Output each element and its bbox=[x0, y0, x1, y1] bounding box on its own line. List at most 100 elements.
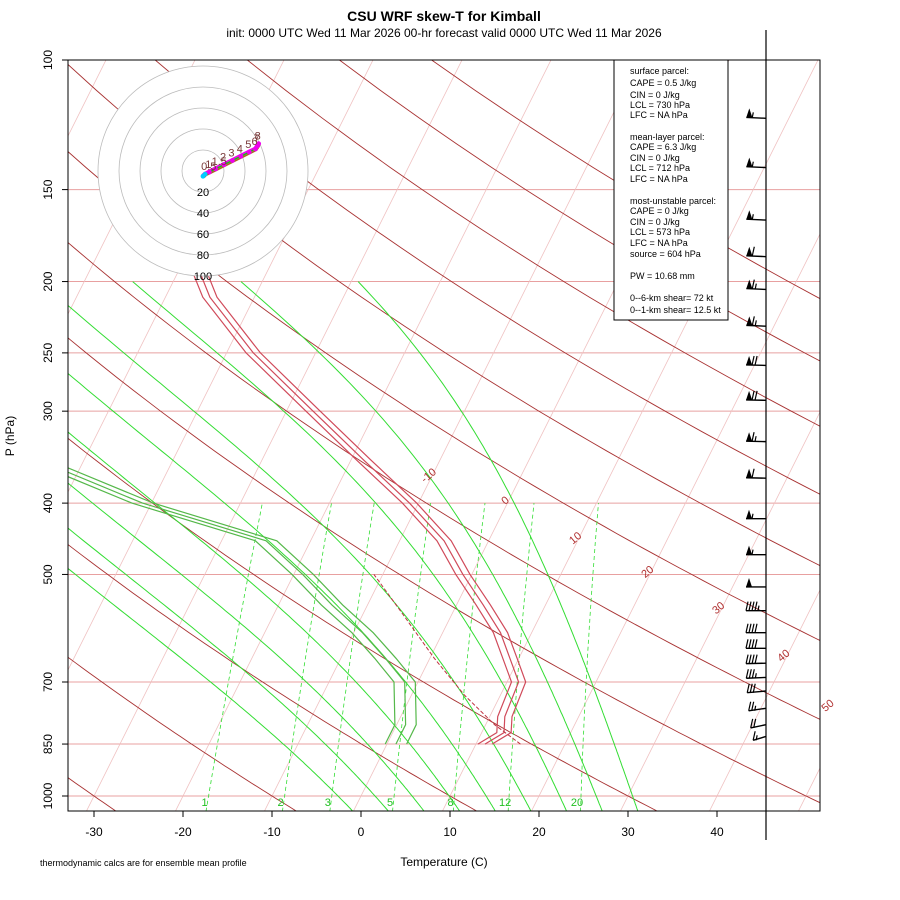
isotherm-line bbox=[175, 60, 552, 811]
isotherm-label: 50 bbox=[820, 697, 837, 714]
precipitable-water: PW = 10.68 mm bbox=[630, 271, 695, 281]
moist-adiabat bbox=[68, 482, 425, 811]
hodograph-ring-label: 20 bbox=[197, 187, 209, 199]
barb-shaft bbox=[746, 324, 767, 327]
barb-half-flag bbox=[754, 283, 757, 289]
hodograph-level-label: 6 bbox=[252, 136, 258, 148]
hodograph-level-label: 2 bbox=[220, 152, 226, 164]
dry-adiabat bbox=[68, 150, 820, 642]
x-tick-label: 20 bbox=[532, 825, 546, 839]
hodograph-level-label: 0.5 bbox=[201, 161, 216, 173]
x-tick-label: -30 bbox=[85, 825, 103, 839]
dry-adiabat bbox=[154, 60, 820, 495]
barb-flag bbox=[749, 683, 753, 693]
mixing-ratio-line bbox=[329, 503, 375, 811]
y-tick-label: 150 bbox=[41, 179, 55, 199]
barb-flag bbox=[751, 390, 755, 401]
barb-flag bbox=[745, 623, 749, 633]
hodograph-point bbox=[230, 158, 235, 163]
wind-barb-column bbox=[745, 30, 767, 840]
x-tick-label: 30 bbox=[621, 825, 635, 839]
moist-adiabat bbox=[68, 527, 389, 811]
barb-half-flag bbox=[754, 673, 757, 679]
barb-pennant bbox=[746, 157, 753, 167]
barb-flag bbox=[751, 355, 755, 366]
barb-flag bbox=[750, 718, 754, 729]
isotherm-line bbox=[86, 60, 463, 811]
wind-barb bbox=[745, 623, 766, 634]
wind-barb bbox=[746, 577, 766, 588]
wind-barb bbox=[746, 157, 767, 169]
barb-flag bbox=[748, 601, 752, 611]
barb-flag bbox=[745, 639, 749, 649]
hodograph-point bbox=[256, 141, 262, 147]
wind-barb bbox=[746, 316, 767, 327]
isotherm-line bbox=[531, 233, 820, 811]
dry-adiabat bbox=[68, 437, 658, 811]
barb-flag bbox=[754, 639, 758, 649]
mu-cin: CIN = 0 J/kg bbox=[630, 217, 680, 227]
mu-parcel-header: most-unstable parcel: bbox=[630, 196, 716, 206]
barb-pennant bbox=[746, 108, 753, 118]
wind-barb bbox=[752, 731, 767, 741]
y-tick-label: 850 bbox=[41, 734, 55, 754]
isotherm-line bbox=[68, 60, 374, 671]
barb-pennant bbox=[746, 577, 752, 587]
wind-barb bbox=[746, 545, 766, 556]
y-axis-label: P (hPa) bbox=[3, 416, 17, 456]
surface-lfc: LFC = NA hPa bbox=[630, 110, 688, 120]
mixing-ratio-label: 20 bbox=[571, 797, 583, 809]
isotherm-line bbox=[798, 767, 820, 811]
hodograph: 20 40 60 80 100 0.51 1.52 3 4 5 678 bbox=[97, 65, 309, 283]
barb-half-flag bbox=[754, 705, 757, 711]
mu-lfc: LFC = NA hPa bbox=[630, 238, 688, 248]
dry-adiabat bbox=[68, 241, 820, 720]
barb-flag bbox=[754, 601, 758, 611]
hodograph-level-label: 7 bbox=[254, 133, 260, 145]
barb-half-flag bbox=[757, 605, 760, 611]
moist-adiabat bbox=[68, 304, 532, 811]
plot-frame bbox=[67, 59, 821, 812]
barb-flag bbox=[748, 701, 752, 711]
moist-adiabat bbox=[68, 567, 354, 811]
wind-barb bbox=[746, 509, 766, 520]
isotherm-line bbox=[887, 60, 900, 812]
barb-shaft bbox=[746, 218, 767, 221]
stats-box: surface parcel: CAPE = 0.5 J/kg CIN = 0 … bbox=[613, 59, 729, 321]
barb-flag bbox=[748, 654, 752, 664]
mixed-parcel-header: mean-layer parcel: bbox=[630, 132, 705, 142]
barb-flag bbox=[752, 683, 756, 693]
barb-flag bbox=[751, 701, 755, 711]
hodograph-ring bbox=[118, 86, 288, 256]
moist-adiabat bbox=[68, 431, 461, 811]
wind-barb bbox=[746, 108, 767, 119]
hodograph-ring-label: 100 bbox=[194, 271, 212, 283]
barb-shaft bbox=[752, 735, 767, 741]
wind-barb bbox=[745, 639, 766, 650]
mixed-cape: CAPE = 6.3 J/kg bbox=[630, 142, 696, 152]
barb-pennant bbox=[746, 432, 753, 442]
y-tick-label: 500 bbox=[41, 564, 55, 584]
x-tick-label: 10 bbox=[443, 825, 457, 839]
mixing-ratio-label: 12 bbox=[499, 797, 511, 809]
x-tick-label: -20 bbox=[174, 825, 192, 839]
wind-barb bbox=[746, 683, 767, 694]
chart-subtitle: init: 0000 UTC Wed 11 Mar 2026 00-hr for… bbox=[226, 26, 662, 40]
barb-shaft bbox=[746, 287, 767, 291]
barb-flag bbox=[751, 623, 755, 633]
hodograph-level-label: 4 bbox=[237, 143, 243, 155]
wind-barb bbox=[745, 669, 767, 679]
barb-flag bbox=[751, 601, 755, 611]
hodograph-ring-label: 40 bbox=[197, 208, 209, 220]
barb-flag bbox=[754, 654, 758, 664]
hodograph-level-label: 1.5 bbox=[212, 156, 227, 168]
barb-pennant bbox=[746, 210, 753, 220]
isotherm-label: 0 bbox=[499, 494, 511, 507]
hodograph-ring-label: 80 bbox=[197, 250, 209, 262]
moist-adiabat bbox=[68, 372, 496, 811]
barb-half-flag bbox=[751, 513, 754, 519]
x-tick-label: -10 bbox=[263, 825, 281, 839]
barb-flag bbox=[745, 601, 749, 611]
barb-pennant bbox=[746, 390, 753, 400]
barb-flag bbox=[753, 718, 757, 729]
